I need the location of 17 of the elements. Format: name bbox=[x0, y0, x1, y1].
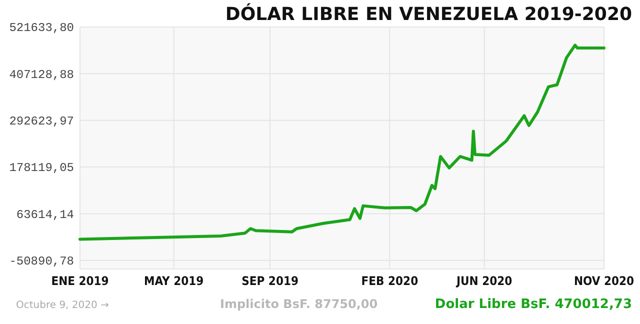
chart-title: DÓLAR LIBRE EN VENEZUELA 2019-2020 bbox=[225, 3, 632, 25]
x-tick-label: NOV 2020 bbox=[574, 274, 634, 288]
x-tick-label: ENE 2019 bbox=[51, 274, 109, 288]
x-tick-label: MAY 2019 bbox=[144, 274, 204, 288]
text: Dolar Libre BsF. 470012,73 bbox=[434, 297, 632, 312]
y-tick-label: 292623,97 bbox=[9, 114, 74, 129]
text: Implicito BsF. 87750,00 bbox=[220, 297, 378, 311]
x-tick-label: FEB 2020 bbox=[361, 274, 418, 288]
y-tick-label: 407128,88 bbox=[9, 68, 74, 82]
y-tick-label: 63614,14 bbox=[16, 208, 74, 222]
y-tick-label: 521633,80 bbox=[9, 21, 74, 36]
text: Octubre 9, 2020 → bbox=[16, 300, 109, 311]
x-tick-label: SEP 2019 bbox=[242, 274, 298, 288]
x-tick-label: JUN 2020 bbox=[456, 274, 512, 288]
y-tick-label: 178119,05 bbox=[9, 161, 74, 176]
line-series bbox=[78, 44, 606, 241]
y-tick-label: -50890,78 bbox=[9, 254, 74, 269]
